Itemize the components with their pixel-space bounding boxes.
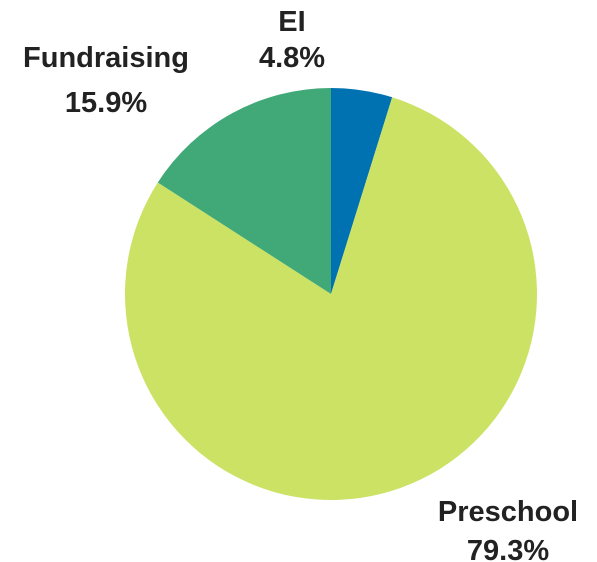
slice-label-fundraising-name: Fundraising bbox=[23, 42, 189, 74]
slice-label-preschool-value: 79.3% bbox=[467, 535, 549, 562]
slice-label-ei-value: 4.8% bbox=[259, 42, 325, 74]
pie-slice-fundraising bbox=[157, 88, 331, 294]
slice-label-preschool: Preschool 79.3% bbox=[438, 496, 578, 562]
slice-label-ei: EI 4.8% bbox=[259, 6, 325, 74]
slice-label-ei-name: EI bbox=[278, 6, 305, 38]
pie-slice-preschool bbox=[125, 97, 538, 501]
slice-label-fundraising: Fundraising 15.9% bbox=[23, 42, 189, 119]
slice-label-preschool-name: Preschool bbox=[438, 496, 578, 528]
slice-label-fundraising-value: 15.9% bbox=[65, 87, 147, 119]
pie-slice-ei bbox=[331, 88, 393, 294]
pie-slices bbox=[125, 88, 538, 501]
